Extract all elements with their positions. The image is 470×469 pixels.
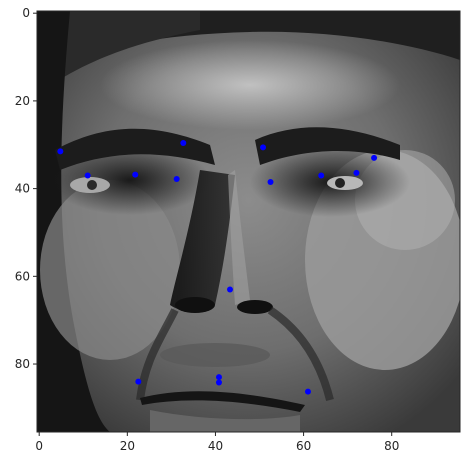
keypoint-marker	[353, 169, 360, 176]
keypoint-marker	[215, 374, 222, 381]
x-tick-label: 20	[120, 439, 135, 453]
keypoint-marker	[132, 171, 139, 178]
keypoint-marker	[267, 179, 274, 186]
y-tick-label: 40	[15, 182, 30, 196]
keypoint-marker	[84, 172, 91, 179]
y-tick-label: 80	[15, 357, 30, 371]
keypoint-marker	[173, 175, 180, 182]
keypoint-marker	[135, 378, 142, 385]
y-tick-label: 0	[22, 6, 30, 20]
keypoint-marker	[304, 388, 311, 395]
keypoint-markers	[57, 140, 378, 395]
keypoint-marker	[57, 148, 64, 155]
keypoint-marker	[371, 154, 378, 161]
x-tick-label: 40	[208, 439, 223, 453]
y-tick-label: 20	[15, 94, 30, 108]
keypoint-marker	[260, 144, 267, 151]
x-tick-label: 60	[296, 439, 311, 453]
keypoint-marker	[318, 172, 325, 179]
y-tick-label: 60	[15, 269, 30, 283]
keypoint-marker	[180, 140, 187, 147]
keypoint-marker	[226, 286, 233, 293]
x-tick-label: 80	[384, 439, 399, 453]
y-axis-ticks: 0 20 40 60 80	[15, 6, 37, 371]
x-tick-label: 0	[35, 439, 43, 453]
x-axis-ticks: 0 20 40 60 80	[35, 432, 399, 453]
axes-frame	[36, 10, 461, 433]
face-photo	[37, 11, 460, 432]
keypoint-marker	[215, 379, 222, 386]
